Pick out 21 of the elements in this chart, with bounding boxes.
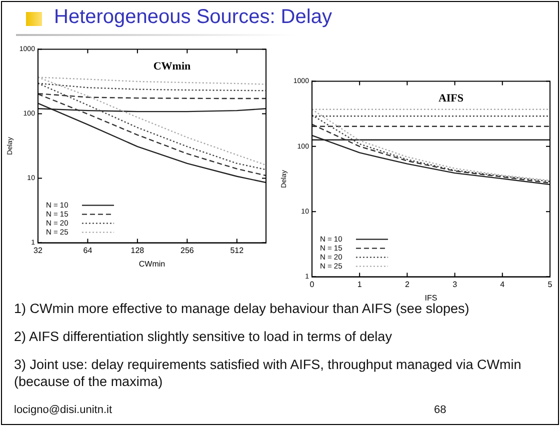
x-tick-label: 128 [130, 246, 145, 255]
text: 3) Joint use: delay requirements satisfied with AIFS, throughput managed via CWmin (because of the maxima) [14, 356, 522, 390]
x-tick-label: 5 [548, 280, 553, 289]
text: 68 [434, 404, 446, 416]
x-axis-title: CWmin [138, 259, 166, 268]
x-tick-label: 32 [34, 246, 43, 255]
text: locigno@disi.unitn.it [14, 404, 112, 416]
text: CWmin [153, 60, 191, 73]
x-tick-label: 64 [83, 246, 93, 255]
x-tick-label: 2 [404, 280, 410, 289]
text: Heterogeneous Sources: Delay [54, 6, 332, 29]
x-tick-label: 4 [500, 280, 506, 289]
text: AIFS [438, 92, 464, 105]
x-tick-label: 0 [310, 280, 315, 289]
text: 1) CWmin more effective to manage delay behaviour than AIFS (see slopes) [14, 301, 470, 317]
x-tick-label: 256 [180, 246, 194, 255]
x-tick-label: 512 [230, 246, 244, 255]
x-tick-label: 3 [452, 280, 458, 289]
x-axis-title: IFS [424, 293, 438, 302]
text: 2) AIFS differentiation slightly sensitive to load in terms of delay [14, 328, 393, 345]
x-tick-label: 1 [357, 280, 362, 289]
